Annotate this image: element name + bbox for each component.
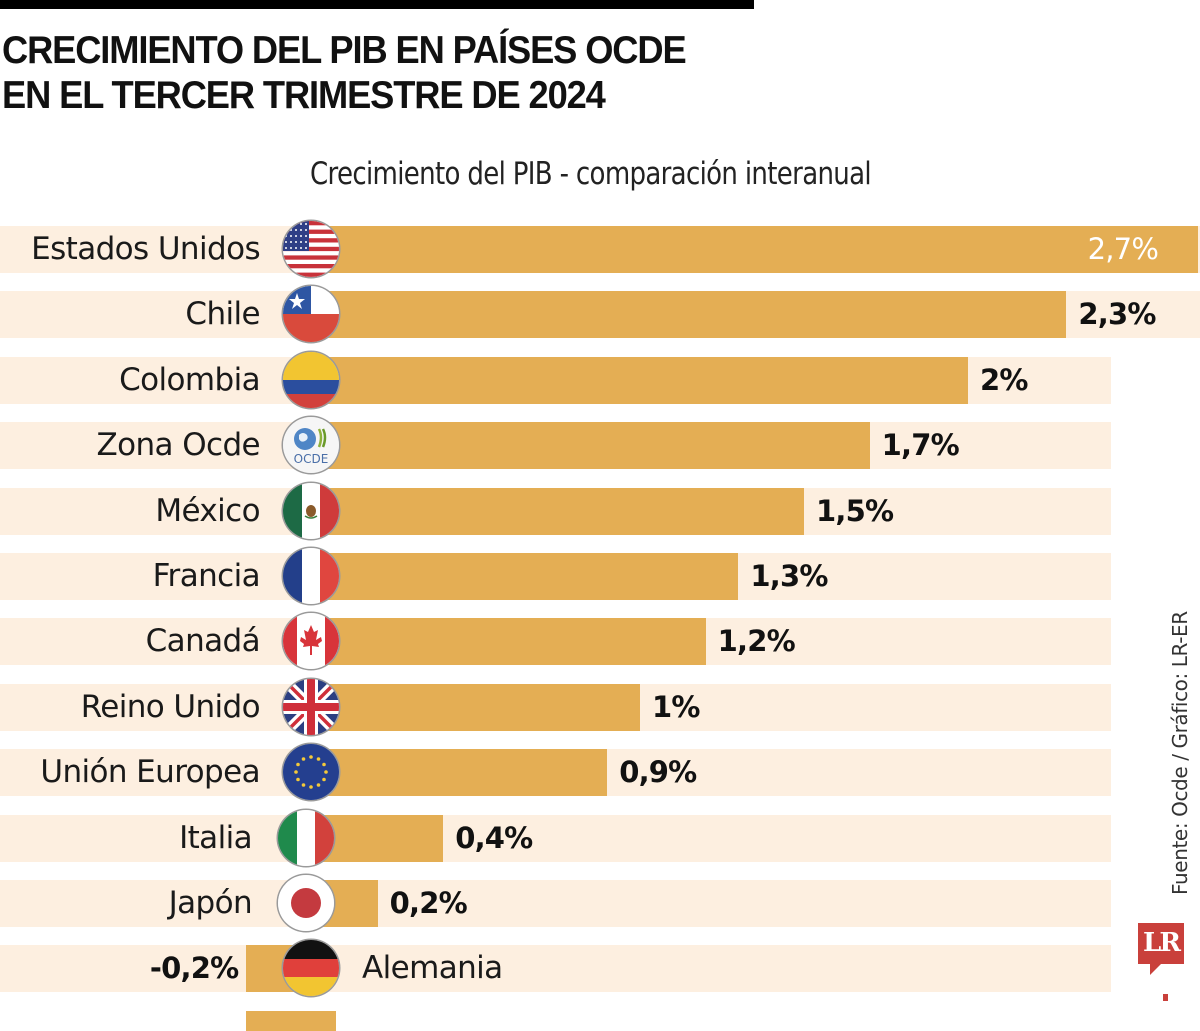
uk-flag-icon: [283, 679, 339, 735]
ocde-logo-icon: OCDE: [283, 417, 339, 473]
row-band-japon: [0, 880, 1111, 927]
lr-logo-mark: [1163, 994, 1168, 1001]
bar-francia: [312, 553, 739, 600]
category-label-alemania: Alemania: [362, 950, 503, 986]
category-label-zona-ocde: Zona Ocde: [96, 427, 261, 463]
value-label-francia: 1,3%: [750, 559, 828, 593]
category-label-francia: Francia: [152, 558, 261, 594]
eu-flag-icon: [283, 744, 339, 800]
mexico-flag-icon: [283, 483, 339, 539]
bar-zona-ocde: [312, 422, 870, 469]
value-label-mexico: 1,5%: [816, 494, 894, 528]
germany-flag-icon: [283, 940, 339, 996]
value-label-colombia: 2%: [980, 363, 1028, 397]
title-line-2: EN EL TERCER TRIMESTRE DE 2024: [2, 74, 606, 117]
value-label-chile: 2,3%: [1078, 297, 1156, 331]
category-label-japon: Japón: [168, 885, 253, 921]
colombia-flag-icon: [283, 352, 339, 408]
source-note: Fuente: Ocde / Gráfico: LR-ER: [1168, 611, 1192, 895]
category-label-mexico: México: [155, 493, 260, 529]
row-band-italia: [0, 815, 1111, 862]
category-label-estados-unidos: Estados Unidos: [31, 231, 260, 267]
lr-logo: LR: [1138, 923, 1184, 964]
category-label-italia: Italia: [179, 820, 253, 856]
top-rule: [0, 0, 754, 9]
bar-chart: Estados Unidos 2,7% Chile 2,3% Colombia 2% Zon…: [0, 221, 1200, 1031]
chart-title: CRECIMIENTO DEL PIB EN PAÍSES OCDE EN EL…: [2, 28, 687, 118]
chile-flag-icon: [283, 286, 339, 342]
category-label-colombia: Colombia: [119, 362, 260, 398]
row-band-alemania: [0, 945, 1111, 992]
value-label-italia: 0,4%: [455, 821, 533, 855]
bar-chile: [312, 291, 1067, 338]
value-label-canada: 1,2%: [717, 624, 796, 658]
bar-colombia: [312, 357, 968, 404]
chart-subtitle: Crecimiento del PIB - comparación intera…: [310, 156, 872, 192]
svg-text:OCDE: OCDE: [294, 452, 329, 466]
japan-flag-icon: [278, 875, 334, 931]
title-line-1: CRECIMIENTO DEL PIB EN PAÍSES OCDE: [2, 29, 687, 72]
value-label-zona-ocde: 1,7%: [881, 428, 960, 462]
category-label-reino-unido: Reino Unido: [80, 689, 261, 725]
value-label-alemania: -0,2%: [149, 951, 239, 985]
category-label-union-europea: Unión Europea: [40, 754, 260, 790]
value-label-reino-unido: 1%: [652, 690, 700, 724]
cropped-next-row: [246, 1011, 336, 1031]
value-label-estados-unidos: 2,7%: [1087, 232, 1159, 266]
lr-logo-tail: [1150, 963, 1162, 975]
bar-mexico: [312, 488, 804, 535]
bar-union-europea: [312, 749, 608, 796]
us-flag-icon: [283, 221, 339, 277]
category-label-chile: Chile: [185, 296, 260, 332]
value-label-union-europea: 0,9%: [619, 755, 697, 789]
bar-estados-unidos: [312, 226, 1198, 273]
france-flag-icon: [283, 548, 339, 604]
italy-flag-icon: [278, 810, 334, 866]
value-label-japon: 0,2%: [389, 886, 468, 920]
bar-reino-unido: [312, 684, 640, 731]
bar-canada: [312, 618, 706, 665]
canada-flag-icon: [283, 613, 339, 669]
category-label-canada: Canadá: [145, 623, 261, 659]
